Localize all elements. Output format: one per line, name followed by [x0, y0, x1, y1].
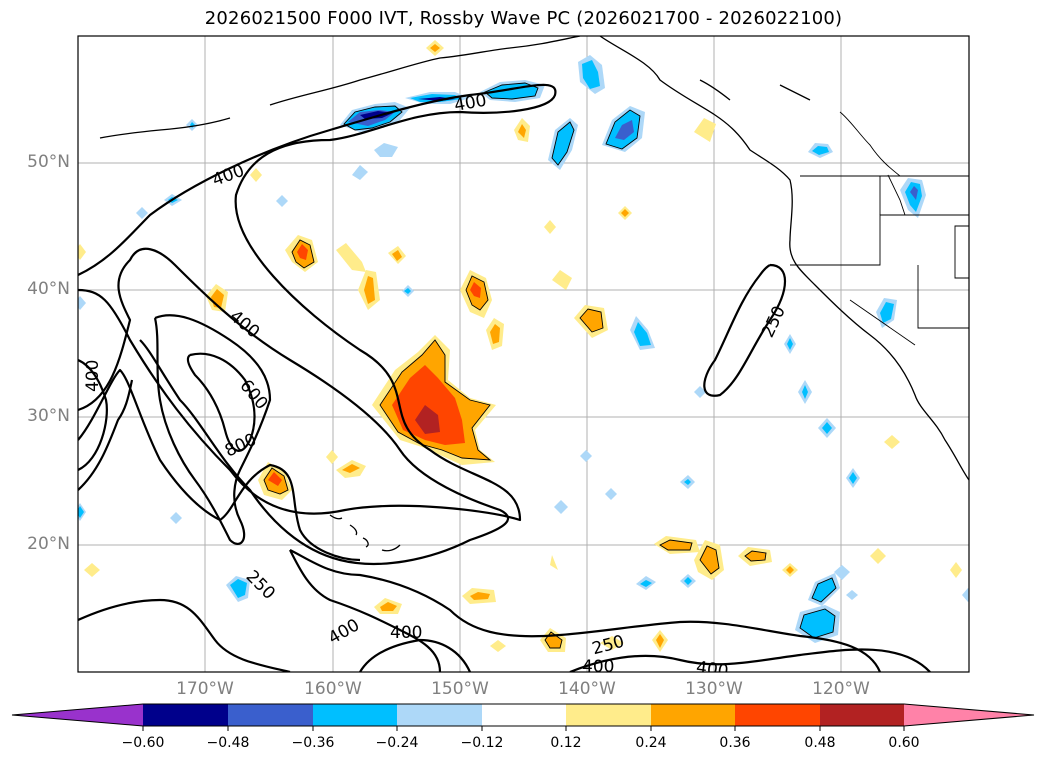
- coastlines: [99, 36, 969, 552]
- lon-label: 120°W: [812, 679, 870, 699]
- colorbar-tick-label: −0.24: [375, 735, 419, 751]
- colorbar-segment: [397, 704, 482, 726]
- map-frame: [77, 35, 970, 673]
- colorbar-tick-label: 0.12: [550, 735, 582, 751]
- contour-label: 400: [582, 657, 614, 677]
- colorbar-tick-label: −0.36: [291, 735, 335, 751]
- colorbar-segment: [820, 704, 904, 726]
- contour-label: 400: [695, 658, 730, 682]
- colorbar: [11, 703, 1035, 731]
- lon-label: 170°W: [176, 679, 234, 699]
- colorbar-tick-label: −0.60: [121, 735, 165, 751]
- anomaly-fills: [78, 40, 969, 652]
- colorbar-tick-label: −0.48: [206, 735, 250, 751]
- colorbar-segment: [651, 704, 735, 726]
- contour-label: 400: [390, 623, 422, 643]
- colorbar-extend-max: [904, 704, 1034, 726]
- lon-label: 160°W: [304, 679, 362, 699]
- colorbar-segment: [313, 704, 397, 726]
- colorbar-tick-label: 0.36: [719, 735, 751, 751]
- colorbar-tick-label: 0.48: [804, 735, 836, 751]
- anomaly-outlines: [263, 82, 837, 649]
- lat-label: 20°N: [27, 534, 70, 554]
- colorbar-segment: [228, 704, 313, 726]
- ivt-contours: [78, 83, 931, 672]
- colorbar-tick-label: 0.60: [888, 735, 920, 751]
- lat-label: 50°N: [27, 152, 70, 172]
- colorbar-tick-label: 0.24: [635, 735, 667, 751]
- colorbar-segment: [566, 704, 651, 726]
- map-area: [78, 36, 969, 672]
- lat-label: 40°N: [27, 279, 70, 299]
- state-borders: [790, 111, 969, 346]
- colorbar-segment: [143, 704, 228, 726]
- lon-label: 150°W: [431, 679, 489, 699]
- lon-label: 140°W: [558, 679, 616, 699]
- colorbar-segment: [482, 704, 566, 726]
- colorbar-extend-min: [12, 704, 143, 726]
- colorbar-segment: [735, 704, 820, 726]
- lon-label: 130°W: [685, 679, 743, 699]
- lat-label: 30°N: [27, 406, 70, 426]
- contour-label: 400: [83, 360, 103, 392]
- colorbar-tick-label: −0.12: [460, 735, 504, 751]
- map-title: 2026021500 F000 IVT, Rossby Wave PC (202…: [204, 8, 843, 29]
